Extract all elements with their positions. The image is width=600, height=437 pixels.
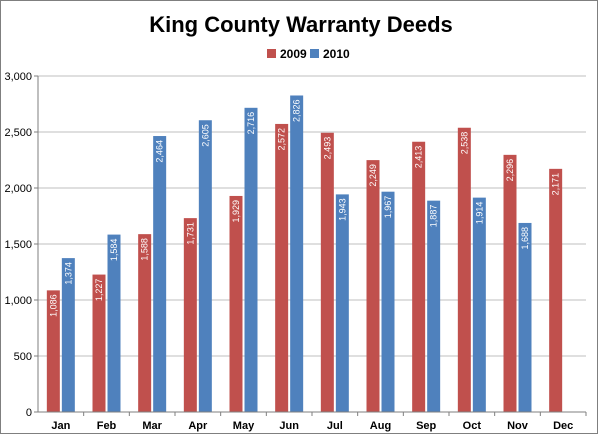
legend-swatch-2010 — [310, 49, 319, 58]
data-label-2009-oct: 2,538 — [459, 132, 469, 155]
x-tick-label-feb: Feb — [97, 420, 117, 432]
data-label-2009-jul: 2,493 — [322, 137, 332, 160]
data-label-2009-feb: 1,227 — [94, 279, 104, 302]
data-label-2010-jan: 1,374 — [63, 262, 73, 285]
bar-2010-oct — [472, 197, 486, 412]
bar-2010-apr — [198, 120, 212, 413]
x-tick-label-apr: Apr — [188, 420, 208, 432]
data-label-2010-jun: 2,826 — [292, 99, 302, 122]
bar-2010-feb — [107, 234, 121, 412]
data-label-2010-may: 2,716 — [246, 112, 256, 135]
bar-2009-feb — [92, 274, 106, 412]
y-tick-label: 3,000 — [4, 71, 32, 83]
data-label-2010-nov: 1,688 — [520, 227, 530, 250]
data-label-2009-dec: 2,171 — [551, 173, 561, 196]
bar-2010-jul — [335, 194, 349, 412]
bar-2010-aug — [381, 191, 395, 412]
x-tick-label-mar: Mar — [142, 420, 162, 432]
bar-2010-nov — [518, 222, 532, 412]
data-label-2010-oct: 1,914 — [474, 202, 484, 225]
bar-2010-may — [244, 107, 258, 413]
legend-label-2009: 2009 — [280, 47, 307, 61]
data-label-2009-aug: 2,249 — [368, 164, 378, 187]
bar-2009-jul — [320, 132, 334, 412]
bar-2009-apr — [183, 218, 197, 412]
data-label-2009-mar: 1,588 — [140, 238, 150, 261]
bar-2010-sep — [427, 200, 441, 412]
y-tick-label: 500 — [14, 351, 32, 363]
x-tick-label-oct: Oct — [463, 420, 482, 432]
legend-swatch-2009 — [267, 49, 276, 58]
x-tick-label-jun: Jun — [279, 420, 299, 432]
x-tick-label-aug: Aug — [370, 420, 391, 432]
y-tick-label: 1,000 — [4, 295, 32, 307]
x-tick-label-sep: Sep — [416, 420, 436, 432]
data-label-2009-nov: 2,296 — [505, 159, 515, 182]
bar-2009-jun — [275, 123, 289, 412]
x-tick-label-may: May — [233, 420, 255, 432]
bar-2010-mar — [153, 136, 167, 413]
data-label-2010-apr: 2,605 — [200, 124, 210, 147]
bar-2009-nov — [503, 154, 517, 412]
bar-2010-jan — [61, 258, 75, 412]
data-label-2009-sep: 2,413 — [414, 146, 424, 169]
bar-2009-may — [229, 195, 243, 412]
data-label-2010-aug: 1,967 — [383, 196, 393, 219]
bar-2010-jun — [290, 95, 304, 412]
data-label-2010-mar: 2,464 — [155, 140, 165, 163]
y-tick-label: 1,500 — [4, 239, 32, 251]
x-tick-label-jul: Jul — [327, 420, 343, 432]
data-label-2009-jan: 1,086 — [48, 294, 58, 317]
gridlines — [38, 75, 586, 357]
data-label-2010-sep: 1,887 — [429, 205, 439, 228]
bar-2009-mar — [138, 234, 152, 412]
bar-2009-aug — [366, 160, 380, 412]
legend-label-2010: 2010 — [323, 47, 350, 61]
bars: 1,086 1,374 1,227 1,584 1,588 2,464 1,731 2,605… — [46, 95, 563, 413]
data-label-2010-feb: 1,584 — [109, 239, 119, 262]
y-axis-ticks: 0 500 1,000 1,500 2,000 2,500 3,000 — [4, 71, 38, 419]
x-tick-label-jan: Jan — [51, 420, 70, 432]
chart-title: King County Warranty Deeds — [149, 12, 453, 37]
x-axis-ticks: Jan Feb Mar Apr May Jun Jul Aug Sep Oct Nov Dec — [51, 412, 587, 432]
data-label-2009-may: 1,929 — [231, 200, 241, 223]
bar-2009-oct — [457, 127, 471, 412]
y-tick-label: 2,500 — [4, 127, 32, 139]
bar-2009-jan — [46, 290, 60, 412]
y-tick-label: 0 — [26, 407, 32, 419]
x-tick-label-dec: Dec — [553, 420, 573, 432]
data-label-2010-jul: 1,943 — [337, 198, 347, 221]
legend: 2009 2010 — [267, 47, 350, 61]
bar-2009-sep — [412, 141, 426, 412]
data-label-2009-apr: 1,731 — [185, 222, 195, 245]
data-label-2009-jun: 2,572 — [277, 128, 287, 151]
y-tick-label: 2,000 — [4, 183, 32, 195]
x-tick-label-nov: Nov — [507, 420, 529, 432]
bar-2009-dec — [549, 168, 563, 412]
